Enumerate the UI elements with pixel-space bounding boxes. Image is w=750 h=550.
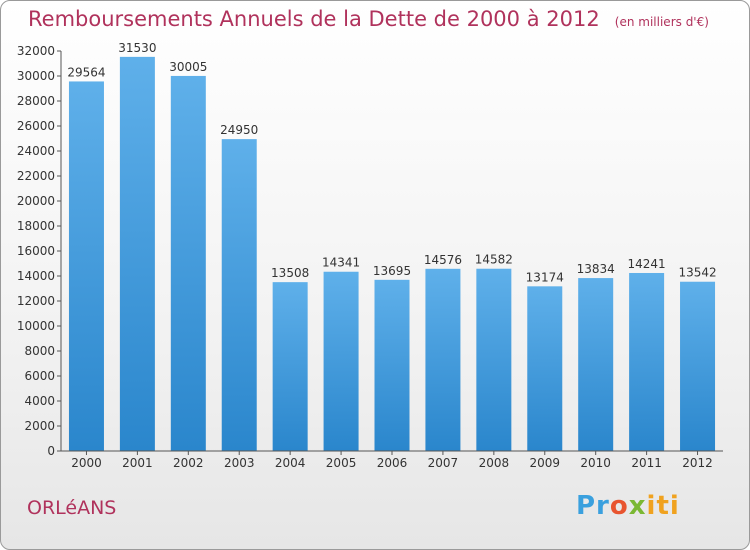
y-tick-label: 0 [47, 444, 55, 458]
bar-value-label: 31530 [118, 41, 156, 55]
bar-value-label: 30005 [169, 60, 207, 74]
bar [272, 282, 308, 451]
bar-value-label: 14341 [322, 256, 360, 270]
bar [323, 271, 359, 451]
bar-value-label: 13542 [678, 266, 716, 280]
logo-part-1: Pr [576, 491, 610, 521]
y-tick-label: 14000 [17, 269, 55, 283]
y-tick-label: 32000 [17, 44, 55, 58]
y-tick-label: 24000 [17, 144, 55, 158]
x-tick-label: 2002 [173, 456, 204, 470]
bar-value-label: 13174 [526, 270, 564, 284]
bar-value-label: 13695 [373, 264, 411, 278]
y-tick-label: 2000 [24, 419, 55, 433]
y-tick-label: 22000 [17, 169, 55, 183]
bar [374, 279, 410, 451]
bar [680, 281, 716, 451]
x-tick-label: 2011 [631, 456, 662, 470]
city-name: ORLéANS [27, 497, 117, 519]
y-tick-label: 10000 [17, 319, 55, 333]
chart-title-block: Remboursements Annuels de la Dette de 20… [28, 7, 709, 31]
y-tick-label: 28000 [17, 94, 55, 108]
bar-value-label: 14241 [628, 257, 666, 271]
y-tick-label: 18000 [17, 219, 55, 233]
x-tick-label: 2003 [224, 456, 255, 470]
bar-value-label: 24950 [220, 123, 258, 137]
bar-value-label: 13834 [577, 262, 615, 276]
y-tick-label: 16000 [17, 244, 55, 258]
x-tick-label: 2006 [377, 456, 408, 470]
proxiti-logo: Proxiti [576, 491, 680, 521]
x-tick-label: 2008 [479, 456, 510, 470]
y-tick-label: 20000 [17, 194, 55, 208]
logo-part-4: iti [646, 491, 680, 521]
y-tick-label: 12000 [17, 294, 55, 308]
y-tick-label: 4000 [24, 394, 55, 408]
y-tick-label: 30000 [17, 69, 55, 83]
x-tick-label: 2001 [122, 456, 153, 470]
bar-value-label: 13508 [271, 266, 309, 280]
logo-part-3: x [628, 491, 647, 521]
x-tick-label: 2005 [326, 456, 357, 470]
logo-part-2: o [609, 491, 629, 521]
bar [425, 268, 461, 451]
bar [476, 268, 512, 451]
bar [629, 272, 665, 451]
bar [527, 286, 563, 451]
x-tick-label: 2004 [275, 456, 306, 470]
y-tick-label: 8000 [24, 344, 55, 358]
x-tick-label: 2007 [428, 456, 459, 470]
x-tick-label: 2000 [71, 456, 102, 470]
bar [170, 75, 206, 451]
chart-subtitle: (en milliers d'€) [614, 15, 709, 29]
x-tick-label: 2012 [682, 456, 713, 470]
bar-value-label: 14582 [475, 253, 513, 267]
bar-value-label: 14576 [424, 253, 462, 267]
chart-title: Remboursements Annuels de la Dette de 20… [28, 7, 600, 31]
bar-value-label: 29564 [67, 65, 105, 79]
y-tick-label: 26000 [17, 119, 55, 133]
x-tick-label: 2009 [529, 456, 560, 470]
bar [221, 139, 257, 451]
bar [578, 278, 614, 451]
x-tick-label: 2010 [580, 456, 611, 470]
bar [119, 56, 155, 451]
y-tick-label: 6000 [24, 369, 55, 383]
bar [68, 81, 104, 451]
